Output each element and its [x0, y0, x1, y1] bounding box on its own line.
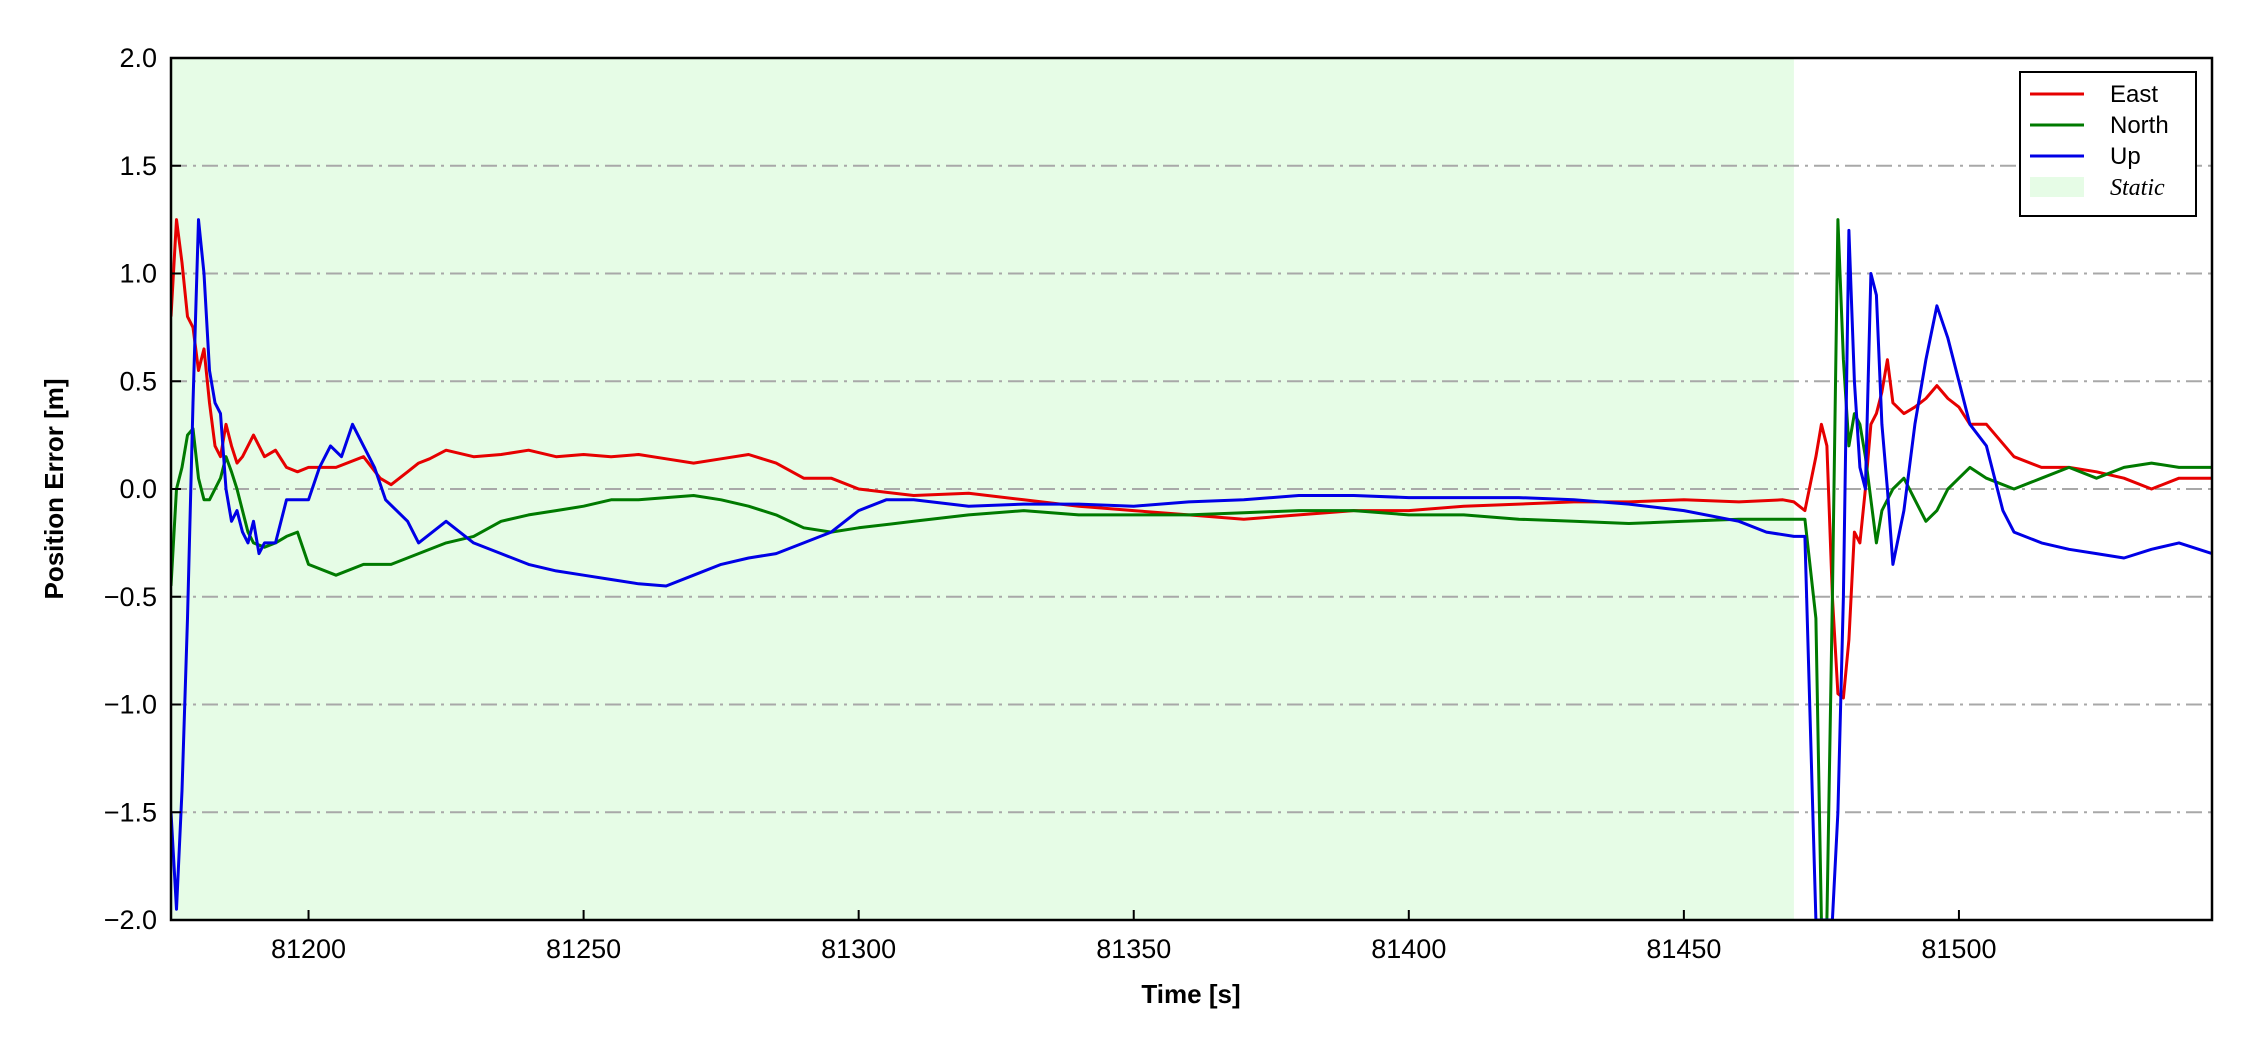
legend-label-static: Static — [2110, 175, 2165, 201]
x-tick-label: 81200 — [271, 934, 346, 964]
y-tick-label: 1.0 — [119, 259, 157, 289]
y-tick-label: 0.0 — [119, 474, 157, 504]
axis-ticks: 81200 81250 81300 81350 81400 81450 81500 2.0 1.… — [104, 43, 1997, 964]
legend-label-east: East — [2110, 81, 2158, 108]
series-line-up — [171, 218, 2212, 920]
legend: East North Up Static — [2019, 71, 2197, 217]
x-tick-label: 81500 — [1921, 934, 1996, 964]
legend-swatch-static — [2030, 177, 2084, 197]
y-tick-label: −1.5 — [104, 797, 157, 827]
series-layer — [171, 218, 2212, 920]
x-tick-label: 81250 — [546, 934, 621, 964]
x-tick-label: 81450 — [1646, 934, 1721, 964]
series-line-east — [171, 218, 2212, 700]
legend-label-north: North — [2110, 112, 2169, 139]
y-tick-label: 2.0 — [119, 43, 157, 73]
y-tick-label: −1.0 — [104, 690, 157, 720]
legend-label-up: Up — [2110, 143, 2141, 170]
y-tick-label: 1.5 — [119, 151, 157, 181]
y-tick-label: −2.0 — [104, 905, 157, 935]
y-tick-label: 0.5 — [119, 366, 157, 396]
x-tick-label: 81400 — [1371, 934, 1446, 964]
x-axis-title: Time [s] — [1141, 979, 1240, 1009]
y-axis-title: Position Error [m] — [39, 378, 69, 599]
y-tick-label: −0.5 — [104, 582, 157, 612]
x-tick-label: 81300 — [821, 934, 896, 964]
x-tick-label: 81350 — [1096, 934, 1171, 964]
